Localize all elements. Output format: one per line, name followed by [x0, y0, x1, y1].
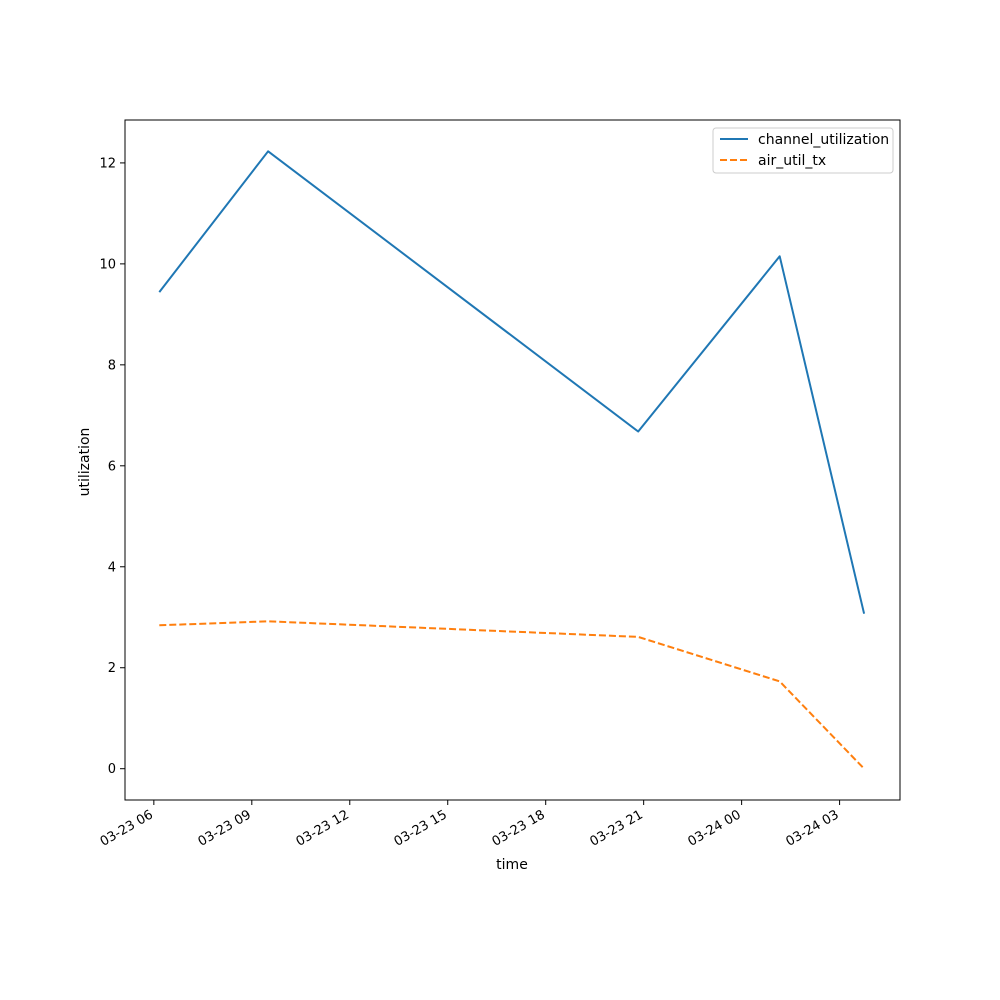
x-tick-label: 03-24 00: [686, 807, 744, 849]
y-tick-label: 12: [99, 156, 116, 171]
x-tick-label: 03-23 12: [294, 807, 352, 849]
x-tick-label: 03-23 09: [196, 807, 254, 849]
series-line-air_util_tx: [159, 620, 865, 770]
x-tick-label: 03-24 03: [783, 807, 841, 849]
legend: channel_utilization air_util_tx: [712, 127, 894, 174]
y-tick-label: 6: [108, 459, 116, 474]
y-tick-label: 10: [99, 257, 116, 272]
series-layer: [158, 150, 866, 770]
legend-label-air_util_tx: air_util_tx: [758, 153, 826, 169]
y-axis-label: utilization: [77, 428, 93, 497]
x-tick-label: 03-23 06: [98, 807, 156, 849]
plot-frame: [124, 119, 901, 801]
legend-label-channel_utilization: channel_utilization: [758, 132, 889, 148]
y-tick-label: 4: [108, 560, 116, 575]
y-tick-label: 0: [108, 762, 116, 777]
plot-area: [125, 120, 900, 800]
x-axis: 03-23 06 03-23 09 03-23 12 03-23 15 03-23 18…: [98, 800, 842, 850]
y-tick-label: 8: [108, 358, 116, 373]
x-tick-label: 03-23 15: [392, 807, 450, 849]
legend-box: [712, 127, 894, 174]
series-line-channel_utilization: [158, 150, 866, 614]
x-axis-label: time: [496, 857, 528, 873]
x-tick-label: 03-23 18: [490, 807, 548, 849]
y-axis: 0 2 4 6 8 10 12: [99, 156, 125, 777]
x-tick-label: 03-23 21: [588, 807, 646, 849]
y-tick-label: 2: [108, 661, 116, 676]
